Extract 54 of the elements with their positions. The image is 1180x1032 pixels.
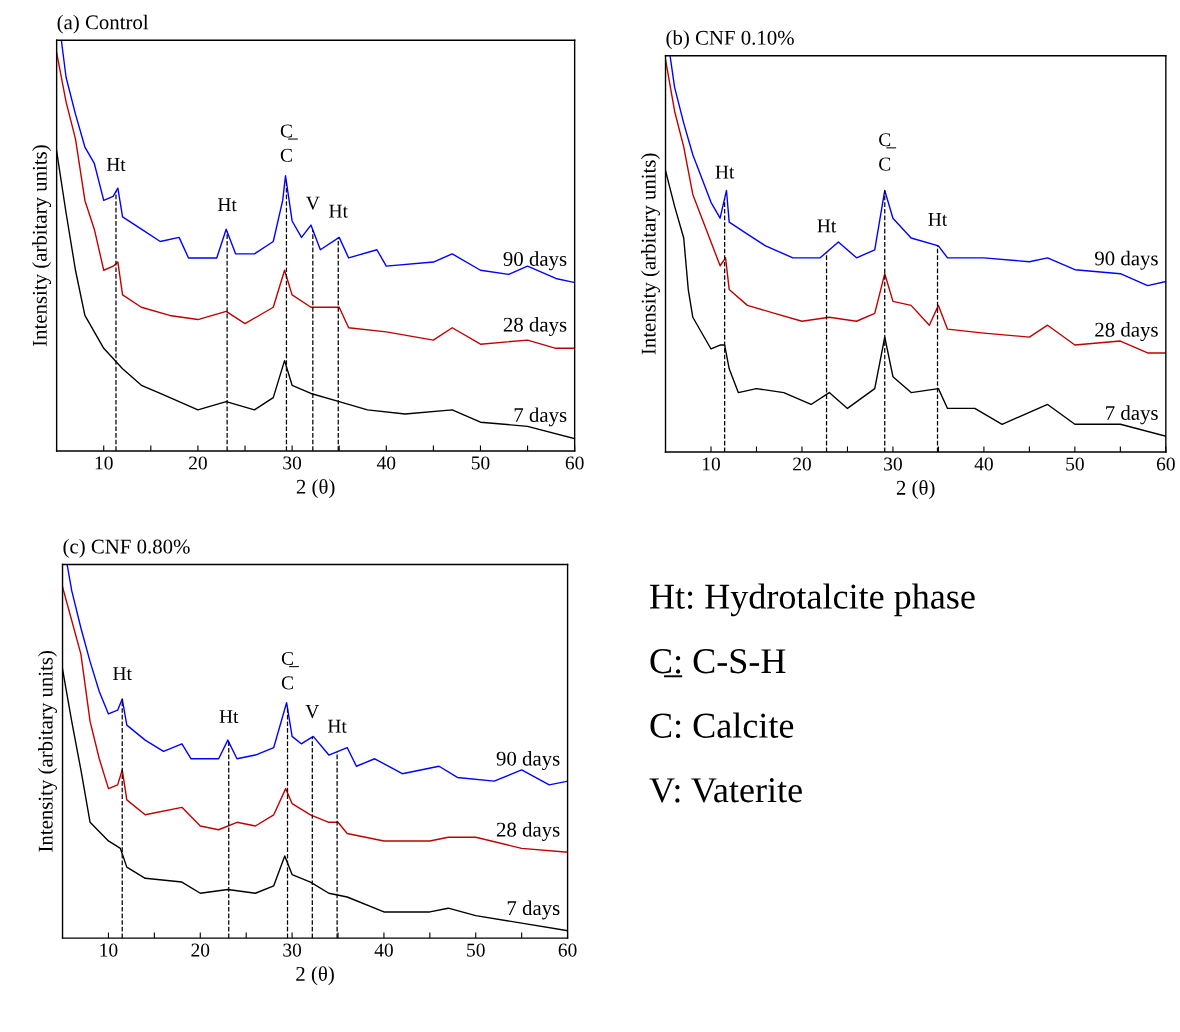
chart-title: (b) CNF 0.10%	[666, 30, 794, 50]
x-tick-label: 10	[95, 456, 113, 470]
y-axis-title: Intensity (arbitary units)	[38, 650, 57, 852]
ref-line-label: Ht	[329, 204, 348, 218]
x-tick-label: 20	[191, 943, 210, 957]
series-label: 7 days	[507, 900, 560, 920]
x-tick-label: 50	[471, 456, 490, 470]
x-tick-label: 30	[884, 457, 902, 471]
ref-line-label: Ht	[217, 198, 237, 212]
series-label: 7 days	[514, 407, 567, 427]
x-axis-title: 2 (θ)	[896, 480, 935, 500]
ref-line-label: C̲ C	[281, 651, 299, 690]
series-label: 7 days	[1106, 405, 1158, 425]
x-tick-label: 60	[565, 456, 584, 470]
chart-title: (a) Control	[57, 14, 149, 34]
ref-line-label: C̲ C	[879, 133, 897, 171]
x-axis-title: 2 (θ)	[296, 966, 334, 986]
series-label: 28 days	[1095, 322, 1158, 342]
y-axis-title: Intensity (arbitary units)	[32, 145, 52, 347]
x-tick-label: 10	[100, 943, 118, 957]
series-label: 90 days	[496, 751, 560, 770]
x-tick-label: 50	[1066, 457, 1084, 471]
ref-line-label: V	[305, 705, 320, 719]
chart-title: (c) CNF 0.80%	[63, 538, 190, 558]
x-tick-label: 20	[189, 456, 207, 470]
x-tick-label: 50	[467, 943, 485, 957]
text: C̲: C-S-H	[650, 649, 786, 678]
x-tick-label: 40	[374, 943, 393, 957]
series-label: 90 days	[1095, 250, 1158, 270]
ref-line-label: C̲ C	[280, 124, 298, 162]
x-tick-label: 60	[1156, 457, 1175, 471]
ref-line-label: Ht	[928, 212, 948, 226]
series-label: 90 days	[503, 251, 567, 271]
x-tick-label: 40	[974, 457, 993, 471]
x-tick-label: 30	[283, 943, 302, 957]
series-label: 28 days	[496, 822, 560, 841]
text: V: Vaterite	[649, 778, 802, 803]
ref-line-label: Ht	[715, 165, 735, 179]
x-tick-label: 20	[793, 457, 811, 471]
series-label: 28 days	[503, 317, 567, 336]
text: C: Calcite	[650, 712, 794, 739]
x-axis-title: 2 (θ)	[296, 479, 335, 499]
ref-line-label: Ht	[817, 219, 837, 233]
x-tick-label: 10	[702, 457, 720, 471]
ref-line-label: Ht	[113, 667, 132, 681]
ref-line-label: Ht	[327, 719, 347, 733]
x-tick-label: 30	[283, 456, 302, 470]
x-tick-label: 40	[376, 456, 396, 470]
x-tick-label: 60	[558, 943, 577, 957]
ref-line-label: V	[306, 196, 320, 210]
ref-line-label: Ht	[106, 158, 126, 172]
text: Ht: Hydrotalcite phase	[650, 583, 975, 617]
y-axis-title: Intensity (arbitary units)	[641, 153, 660, 355]
ref-line-label: Ht	[219, 710, 239, 724]
